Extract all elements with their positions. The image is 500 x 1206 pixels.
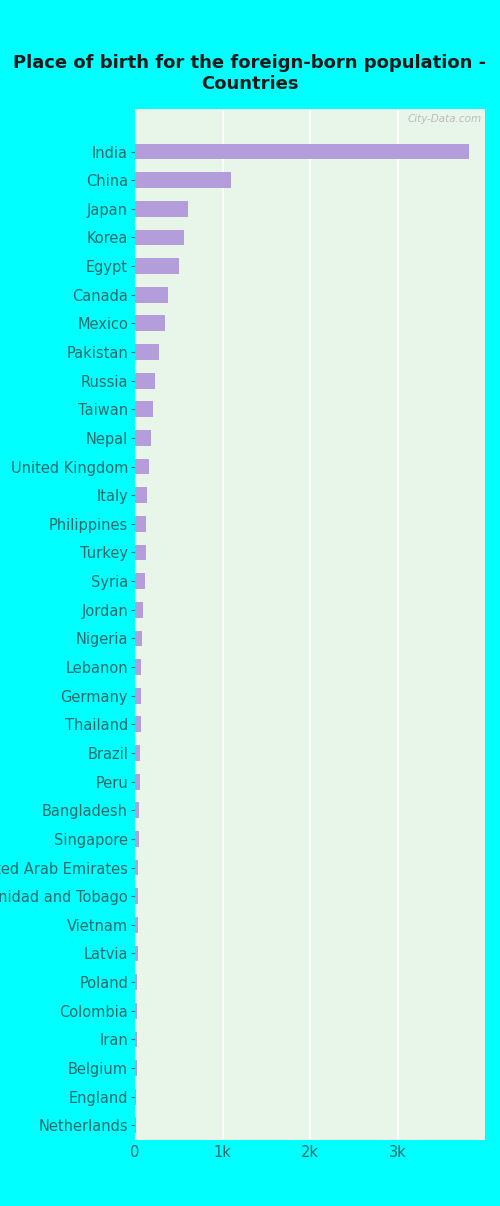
Bar — [135, 860, 138, 876]
Bar — [135, 201, 188, 217]
Bar — [135, 487, 147, 503]
Bar — [135, 1003, 137, 1019]
Bar — [135, 602, 143, 617]
Bar — [135, 573, 144, 589]
Bar — [135, 373, 155, 388]
Bar — [135, 545, 145, 561]
Bar — [135, 344, 159, 359]
Bar — [135, 144, 469, 159]
Bar — [135, 458, 149, 474]
Bar — [135, 516, 146, 532]
Bar — [135, 1031, 137, 1047]
Bar — [135, 660, 141, 675]
Bar — [135, 974, 138, 990]
Bar — [135, 745, 140, 761]
Bar — [135, 631, 142, 646]
Bar — [135, 1060, 136, 1076]
Bar — [135, 1118, 136, 1134]
Bar — [135, 774, 140, 790]
Bar — [135, 402, 154, 417]
Bar — [135, 687, 141, 703]
Bar — [135, 431, 150, 446]
Bar — [135, 946, 138, 961]
Bar — [135, 1089, 136, 1105]
Bar — [135, 172, 231, 188]
Bar — [135, 716, 140, 732]
Text: City-Data.com: City-Data.com — [408, 113, 482, 124]
Bar — [135, 229, 184, 245]
Bar — [135, 316, 165, 332]
Bar — [135, 889, 138, 904]
Text: Place of birth for the foreign-born population -
Countries: Place of birth for the foreign-born popu… — [14, 54, 486, 93]
Bar — [135, 802, 139, 818]
Bar — [135, 258, 179, 274]
Bar — [135, 831, 138, 847]
Bar — [135, 917, 138, 932]
Bar — [135, 287, 168, 303]
